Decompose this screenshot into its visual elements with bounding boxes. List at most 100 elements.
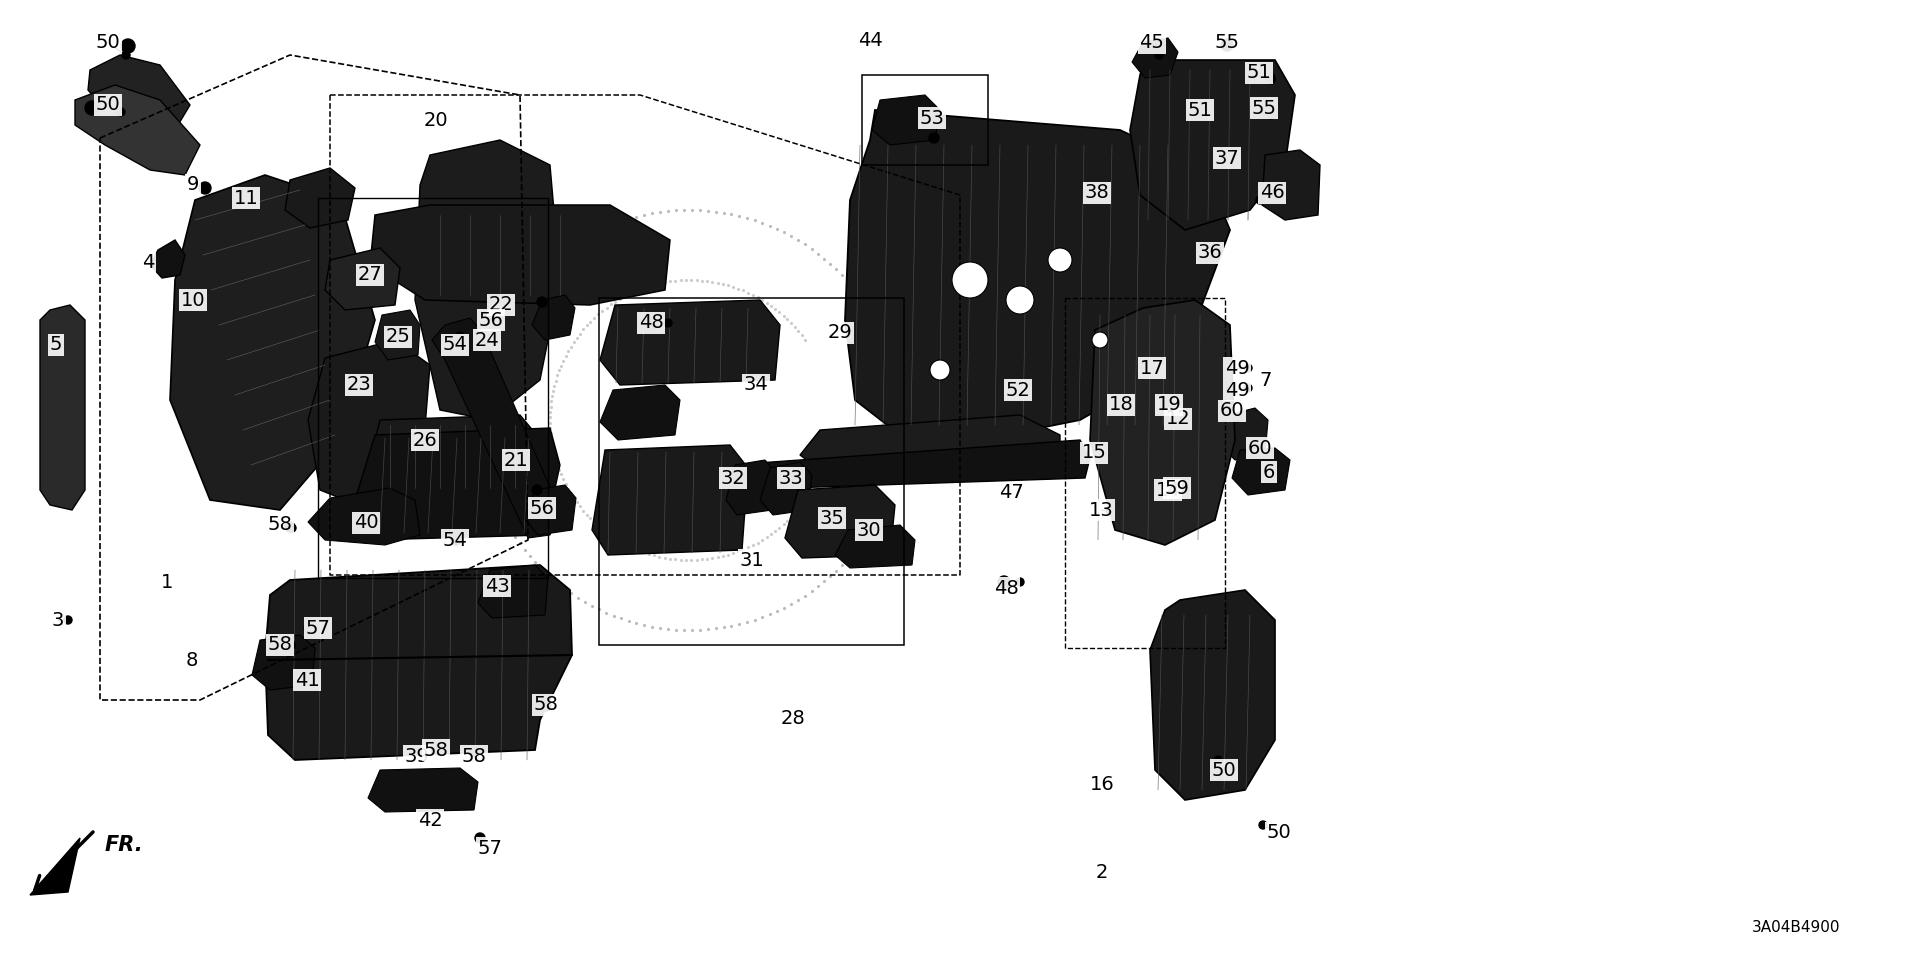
Text: 57: 57 [305,618,330,637]
Polygon shape [718,440,1091,490]
Polygon shape [369,768,478,812]
Text: 44: 44 [858,31,883,50]
Polygon shape [845,110,1231,440]
Text: 58: 58 [424,740,449,759]
Circle shape [1244,364,1252,372]
Circle shape [538,297,547,307]
Circle shape [1092,332,1108,348]
Polygon shape [150,240,184,278]
Circle shape [952,262,989,298]
Text: 58: 58 [461,747,486,765]
Polygon shape [265,565,572,760]
Text: 31: 31 [739,550,764,569]
Text: 48: 48 [639,314,664,332]
Circle shape [1221,39,1233,51]
Polygon shape [371,205,670,305]
Circle shape [63,616,73,624]
Circle shape [929,133,939,143]
Bar [599,298,904,645]
Circle shape [1244,384,1252,392]
Circle shape [538,702,545,710]
Polygon shape [75,85,200,175]
Polygon shape [1219,408,1267,460]
Circle shape [1267,76,1275,84]
Text: 2: 2 [1096,862,1108,881]
Circle shape [434,745,444,755]
Text: 60: 60 [1248,439,1273,458]
Circle shape [121,39,134,53]
Text: 51: 51 [1246,63,1271,83]
Text: 29: 29 [828,324,852,343]
Circle shape [1233,414,1240,422]
Circle shape [468,747,478,757]
Circle shape [284,522,296,532]
Circle shape [1260,821,1267,829]
Text: 39: 39 [405,747,430,765]
Circle shape [1048,248,1071,272]
Text: 55: 55 [1215,34,1240,53]
Text: 59: 59 [1165,478,1188,497]
Text: 50: 50 [96,34,121,53]
Polygon shape [872,95,941,145]
Circle shape [645,317,657,329]
Circle shape [1246,448,1254,456]
Circle shape [305,623,315,633]
Polygon shape [307,340,430,510]
Circle shape [455,332,465,342]
Text: 58: 58 [267,636,292,655]
Circle shape [284,640,296,650]
Text: 60: 60 [1219,401,1244,420]
Polygon shape [324,248,399,310]
Circle shape [532,485,541,495]
Circle shape [1106,506,1114,514]
Circle shape [440,746,447,754]
Polygon shape [532,295,574,340]
Circle shape [123,51,131,59]
Circle shape [1181,486,1188,494]
Polygon shape [1091,300,1235,545]
Text: 33: 33 [780,468,803,488]
Text: FR.: FR. [106,835,144,855]
Polygon shape [252,635,315,690]
Text: 37: 37 [1215,149,1240,167]
Polygon shape [599,300,780,385]
Text: 34: 34 [743,375,768,395]
Text: 25: 25 [386,327,411,347]
Text: 26: 26 [413,430,438,449]
Polygon shape [599,385,680,440]
Circle shape [1156,51,1164,59]
Text: 32: 32 [720,468,745,488]
Text: 27: 27 [357,266,382,284]
Circle shape [117,108,125,116]
Polygon shape [355,428,561,540]
Polygon shape [835,525,916,568]
Text: 58: 58 [534,695,559,714]
Text: 28: 28 [781,709,804,729]
Bar [319,198,547,578]
Circle shape [1260,105,1269,115]
Text: 54: 54 [444,531,467,549]
Text: 48: 48 [995,579,1018,597]
Text: 18: 18 [1108,396,1133,415]
Polygon shape [478,565,547,618]
Polygon shape [591,445,749,555]
Text: 45: 45 [1140,34,1164,53]
Text: 54: 54 [444,335,467,354]
Text: 30: 30 [856,520,881,540]
Circle shape [998,576,1010,588]
Circle shape [1267,111,1275,119]
Text: 21: 21 [503,450,528,469]
Circle shape [1016,578,1023,586]
Circle shape [1173,486,1183,494]
Text: 11: 11 [234,188,259,207]
Polygon shape [31,838,81,895]
Circle shape [541,701,551,711]
Polygon shape [88,55,190,130]
Text: 49: 49 [1225,380,1250,399]
Text: 23: 23 [348,375,371,395]
Polygon shape [307,488,420,545]
Polygon shape [374,310,420,360]
Text: 16: 16 [1091,775,1114,794]
Polygon shape [1261,150,1321,220]
Polygon shape [171,175,374,510]
